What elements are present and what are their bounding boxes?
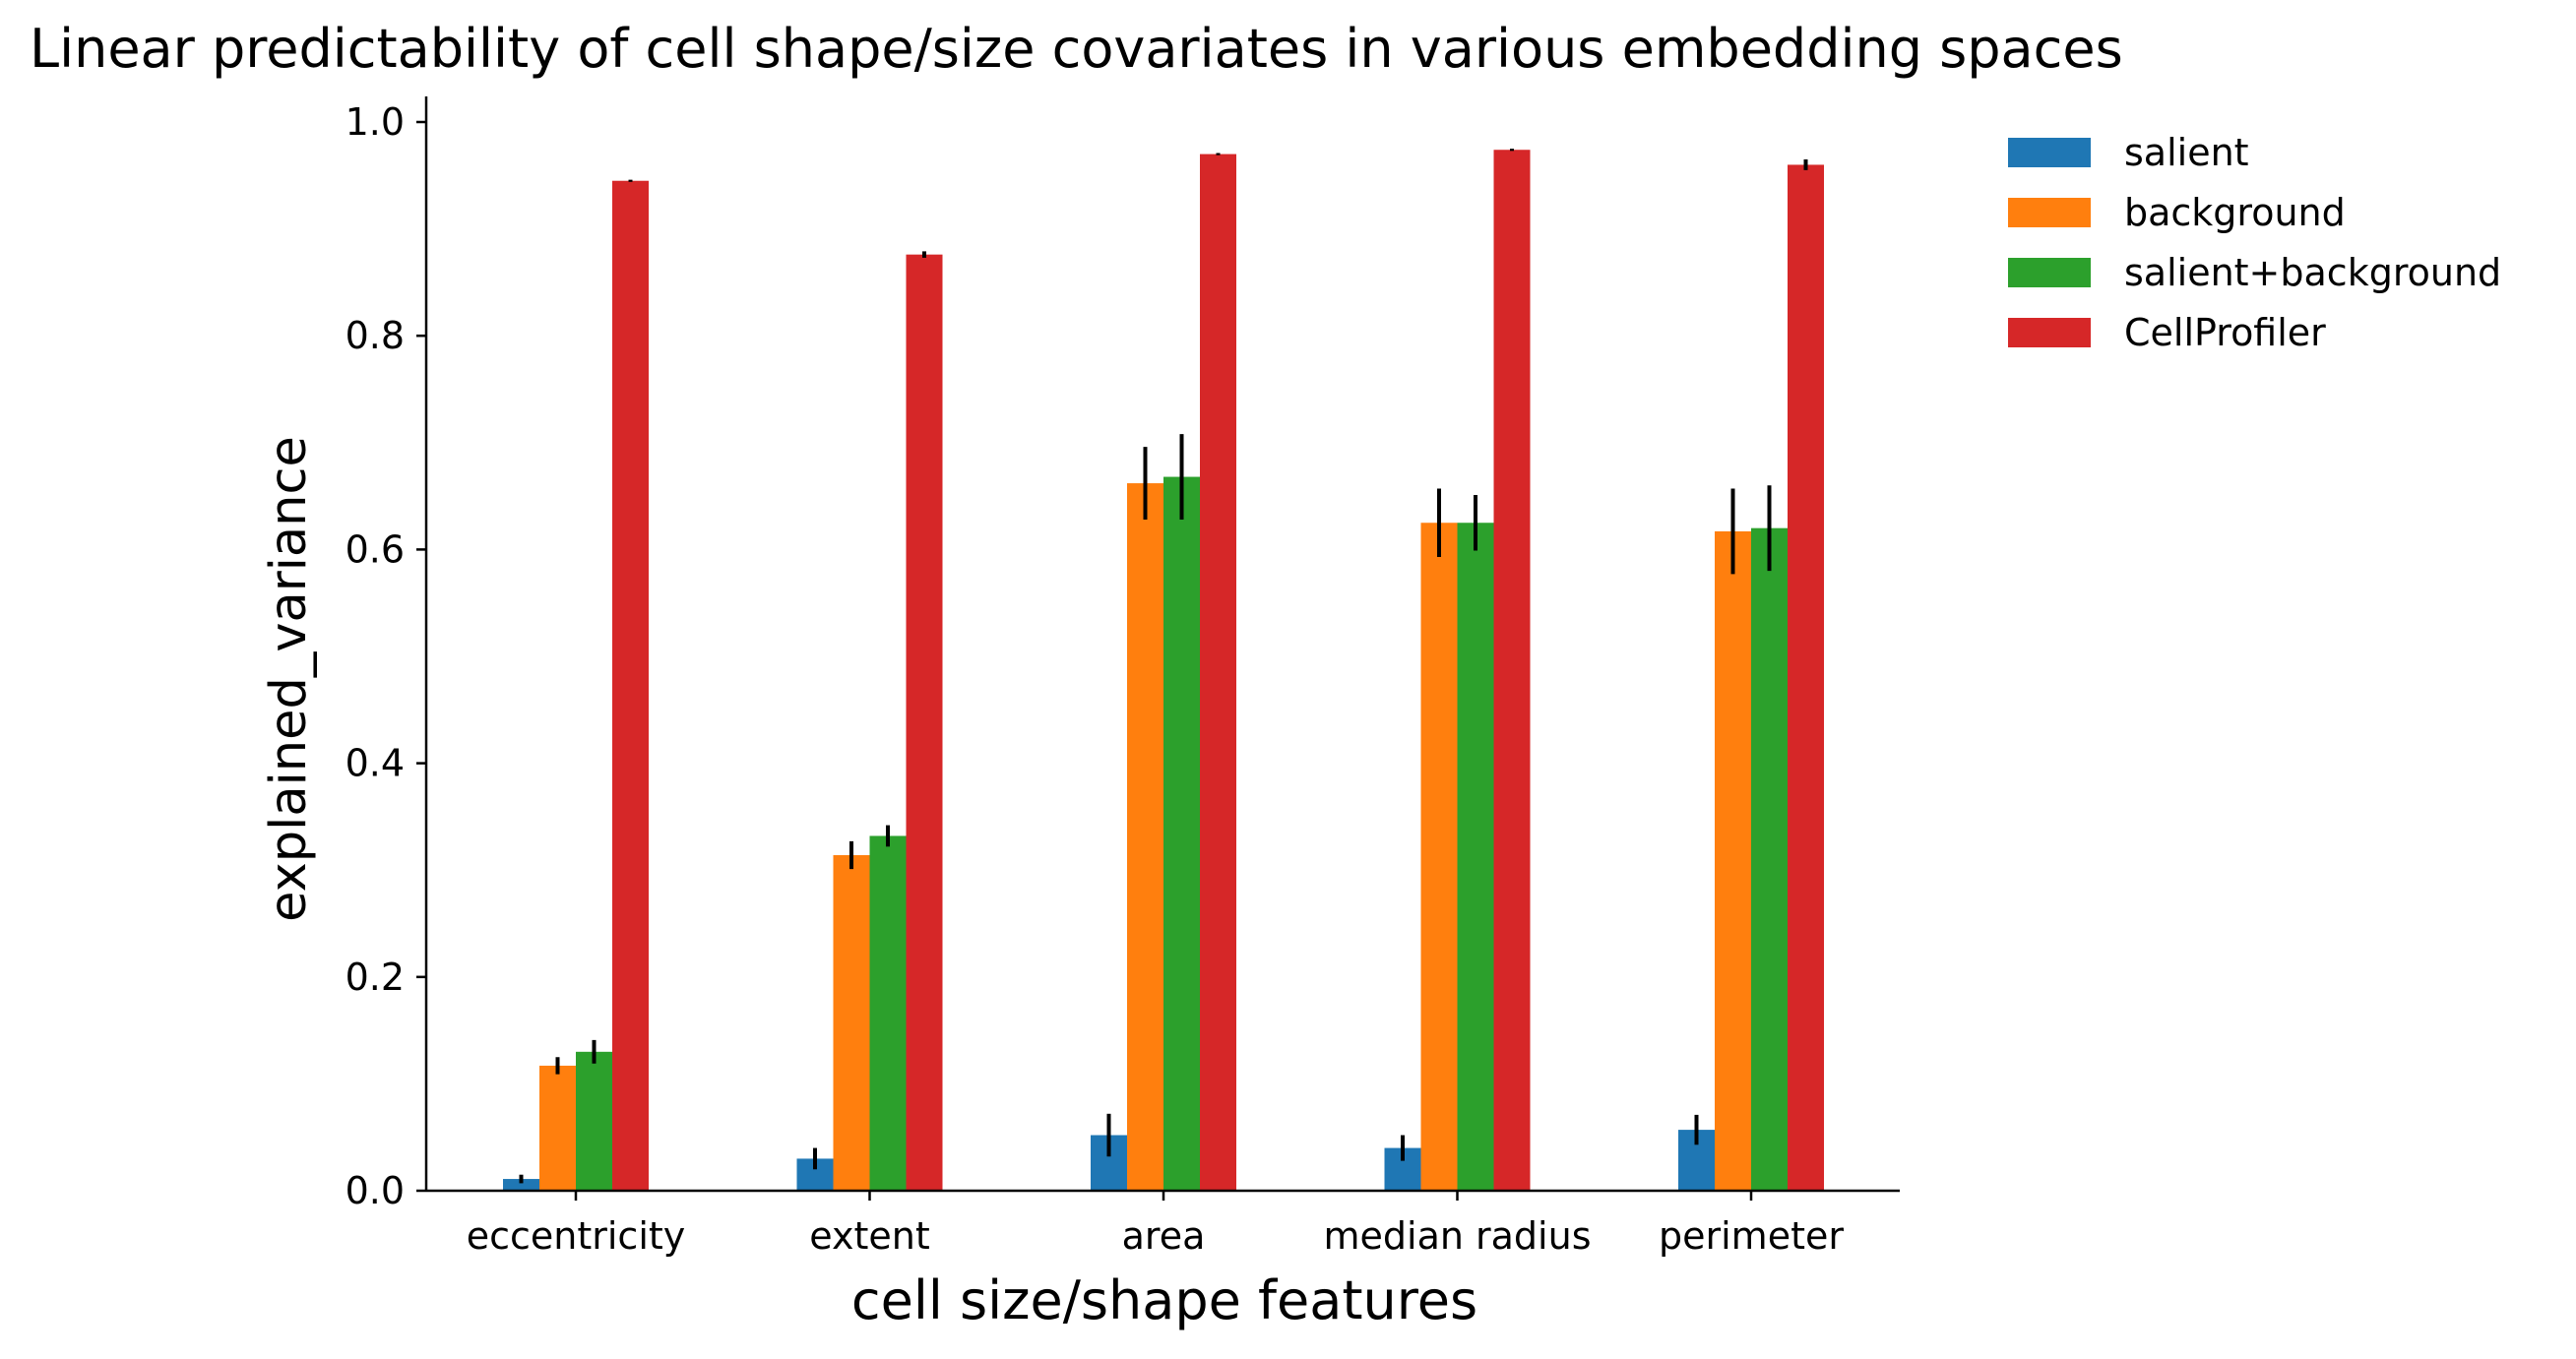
bar-salient-background-extent <box>869 835 907 1191</box>
x-axis-label: cell size/shape features <box>851 1269 1477 1331</box>
y-axis-label: explained_variance <box>260 436 318 922</box>
legend-swatch <box>2008 198 2091 227</box>
legend-swatch <box>2008 138 2091 167</box>
legend-swatch <box>2008 318 2091 347</box>
legend-label: salient <box>2124 131 2249 174</box>
bar-background-perimeter <box>1715 530 1751 1191</box>
y-tick-label: 0.2 <box>346 956 405 999</box>
x-tick-label: area <box>1122 1214 1206 1258</box>
y-tick-label: 0.0 <box>346 1169 405 1212</box>
legend-label: salient+background <box>2124 251 2501 294</box>
legend-swatch <box>2008 258 2091 287</box>
x-tick-label: eccentricity <box>467 1214 686 1258</box>
y-tick-label: 0.4 <box>346 742 405 785</box>
y-tick-label: 0.6 <box>346 527 405 571</box>
x-tick-label: perimeter <box>1659 1214 1844 1258</box>
bar-background-median-radius <box>1420 523 1458 1191</box>
bar-cellprofiler-median-radius <box>1493 150 1531 1192</box>
bar-salient-background-perimeter <box>1751 527 1788 1191</box>
bar-salient-background-area <box>1163 476 1200 1191</box>
bar-cellprofiler-eccentricity <box>612 180 649 1192</box>
x-tick-label: median radius <box>1324 1214 1592 1258</box>
y-tick-label: 1.0 <box>346 100 405 144</box>
chart-title: Linear predictability of cell shape/size… <box>30 18 2123 80</box>
bar-salient-eccentricity <box>503 1179 539 1191</box>
x-tick-label: extent <box>809 1214 929 1258</box>
bar-background-eccentricity <box>539 1065 576 1191</box>
legend-label: CellProfiler <box>2124 311 2326 354</box>
bar-cellprofiler-extent <box>906 254 943 1191</box>
bar-salient-background-eccentricity <box>576 1051 612 1191</box>
bar-background-area <box>1127 483 1163 1191</box>
bar-cellprofiler-area <box>1200 154 1236 1192</box>
bar-background-extent <box>833 854 870 1191</box>
bar-cellprofiler-perimeter <box>1788 164 1824 1192</box>
bar-salient-background-median-radius <box>1457 523 1494 1191</box>
legend-label: background <box>2124 191 2346 234</box>
legend: salient background salient+background CellP… <box>2008 131 2501 354</box>
plot-area: eccentricity extent area median radius perim… <box>346 96 1900 1258</box>
y-tick-label: 0.8 <box>346 314 405 357</box>
